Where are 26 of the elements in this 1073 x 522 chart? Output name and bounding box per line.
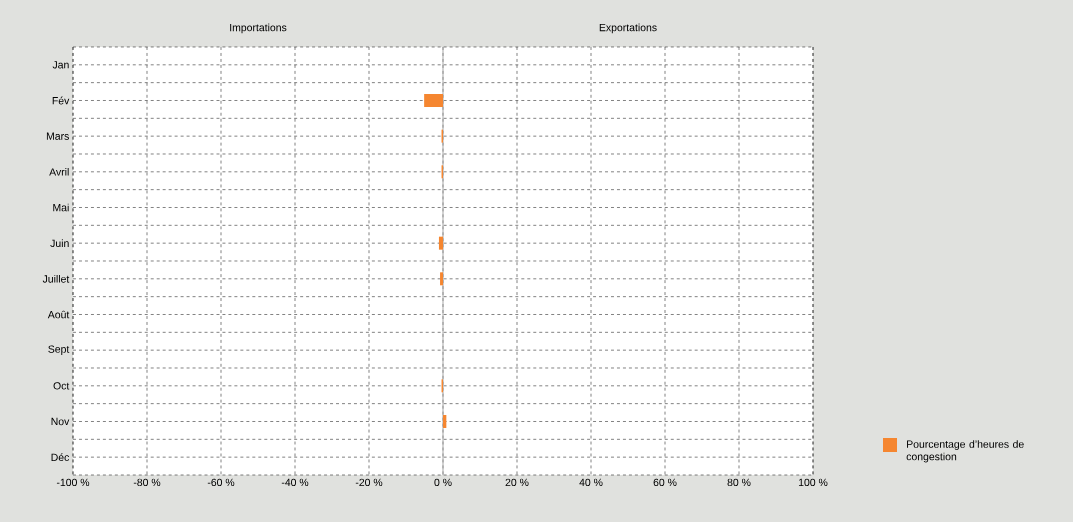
y-tick-label: Déc	[51, 453, 70, 462]
text: Importations	[230, 23, 287, 34]
y-tick-label: Juillet	[42, 274, 70, 283]
x-tick-label: 0 %	[434, 478, 452, 487]
y-tick-label: Fév	[52, 96, 70, 105]
y-tick-label: Sept	[48, 345, 70, 355]
x-tick-label: 60 %	[653, 478, 677, 487]
x-tick-label: 80 %	[727, 478, 751, 487]
y-tick-label: Mai	[53, 203, 69, 212]
x-tick-label: -100 %	[56, 478, 90, 487]
y-tick-label: Mars	[46, 132, 69, 140]
x-tick-label: -20 %	[355, 478, 383, 487]
y-tick-label: Jan	[52, 61, 69, 69]
y-tick-label: Août	[47, 310, 70, 319]
y-tick-label: Juin	[50, 239, 69, 247]
legend-label: Pourcentage d’heures de congestion	[906, 440, 1024, 463]
y-tick-label: Nov	[51, 417, 70, 426]
x-tick-label: 40 %	[579, 478, 603, 487]
x-tick-label: -80 %	[133, 478, 161, 487]
y-tick-label: Avril	[49, 168, 69, 176]
y-tick-label: Oct	[53, 382, 70, 390]
x-tick-label: -40 %	[281, 478, 309, 487]
text: Exportations	[599, 23, 657, 34]
x-tick-label: 20 %	[505, 478, 529, 487]
x-tick-label: -60 %	[207, 478, 235, 487]
x-tick-label: 100 %	[798, 478, 828, 487]
